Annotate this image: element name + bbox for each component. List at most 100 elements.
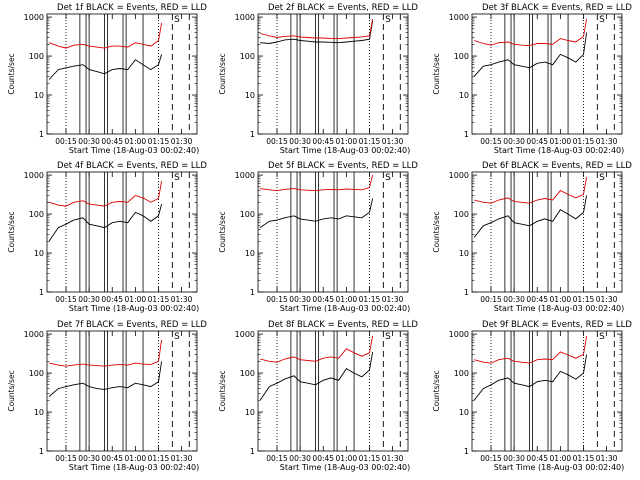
y-axis-label: Counts/sec [218,211,227,252]
x-axis-label: Start Time (18-Aug-03 00:02:40) [280,304,411,313]
x-tick-label: 01:00 [125,295,147,304]
x-tick-label: 01:15 [359,295,381,304]
y-tick-label: 1000 [24,13,44,22]
x-tick-label: 00:30 [78,137,100,146]
y-tick-label: 1 [464,447,469,456]
x-tick-label: 00:45 [526,295,548,304]
x-tick-label: 00:30 [503,295,525,304]
panel-title: Det 7f BLACK = Events, RED = LLD [57,320,207,330]
x-tick-label: 01:30 [596,454,618,463]
x-tick-label: 01:15 [573,137,595,146]
plot-panel-5: Det 5f BLACK = Events, RED = LLD 1 10 100 10… [218,161,418,313]
plot-panel-4: Det 4f BLACK = Events, RED = LLD 1 10 100 10… [7,161,207,313]
events-series-line [473,195,588,238]
plot-frame [46,330,198,452]
y-tick-label: 100 [240,52,255,61]
plot-frame [471,171,623,293]
plot-frame [471,330,623,452]
x-tick-label: 01:15 [148,454,170,463]
x-tick-label: 00:30 [78,454,100,463]
x-tick-label: 01:00 [550,137,572,146]
events-series-line [48,361,163,397]
x-tick-label: 01:15 [573,295,595,304]
y-tick-label: 1000 [24,330,44,339]
lld-series-line [260,174,374,192]
corner-label: S [385,173,391,183]
y-tick-label: 100 [454,210,469,219]
x-tick-label: 00:45 [101,137,123,146]
y-tick-label: 10 [245,249,255,258]
y-tick-label: 1000 [449,13,469,22]
panel-title: Det 9f BLACK = Events, RED = LLD [482,320,632,330]
corner-label: S [385,332,391,342]
x-tick-label: 01:00 [550,295,572,304]
y-tick-label: 100 [29,210,44,219]
x-tick-label: 01:15 [148,137,170,146]
panel-title: Det 8f BLACK = Events, RED = LLD [268,320,418,330]
y-tick-label: 100 [29,52,44,61]
lld-series-line [49,340,163,367]
y-tick-label: 10 [245,408,255,417]
corner-label: S [599,332,605,342]
y-tick-label: 1 [39,447,44,456]
x-tick-label: 01:15 [148,295,170,304]
corner-label: S [174,332,180,342]
plot-panel-6: Det 6f BLACK = Events, RED = LLD 1 10 100 10… [432,161,632,313]
lld-series-line [259,335,374,363]
x-axis-label: Start Time (18-Aug-03 00:02:40) [280,463,411,472]
corner-label: S [174,15,180,25]
x-tick-label: 00:30 [289,295,311,304]
x-tick-label: 00:15 [55,454,77,463]
y-tick-label: 10 [245,91,255,100]
y-axis-label: Counts/sec [432,370,441,411]
x-tick-label: 01:00 [125,137,147,146]
x-tick-label: 00:30 [289,137,311,146]
x-axis-label: Start Time (18-Aug-03 00:02:40) [494,146,625,155]
y-tick-label: 1 [39,130,44,139]
y-tick-label: 10 [34,249,44,258]
x-tick-label: 01:00 [336,137,358,146]
events-series-line [259,198,374,228]
y-tick-label: 1 [464,288,469,297]
y-tick-label: 10 [459,408,469,417]
plot-panel-8: Det 8f BLACK = Events, RED = LLD 1 10 100 10… [218,320,418,472]
y-tick-label: 100 [454,369,469,378]
y-tick-label: 1000 [235,13,255,22]
y-tick-label: 1000 [24,171,44,180]
y-tick-label: 10 [34,91,44,100]
plot-frame [46,171,198,293]
y-axis-label: Counts/sec [7,370,16,411]
x-tick-label: 01:30 [171,454,193,463]
plot-frame [257,330,409,452]
x-tick-label: 01:30 [596,295,618,304]
x-tick-label: 01:15 [573,454,595,463]
x-axis-label: Start Time (18-Aug-03 00:02:40) [69,304,200,313]
x-tick-label: 00:15 [266,295,288,304]
y-tick-label: 10 [459,91,469,100]
x-tick-label: 01:00 [336,454,358,463]
y-tick-label: 10 [34,408,44,417]
x-axis-label: Start Time (18-Aug-03 00:02:40) [69,146,200,155]
y-tick-label: 1000 [449,171,469,180]
y-tick-label: 1000 [235,171,255,180]
lld-series-line [473,335,588,364]
corner-label: S [385,15,391,25]
y-axis-label: Counts/sec [7,211,16,252]
y-axis-label: Counts/sec [432,211,441,252]
x-tick-label: 01:30 [171,137,193,146]
x-tick-label: 00:15 [266,137,288,146]
x-tick-label: 01:30 [382,137,404,146]
plot-frame [471,13,623,135]
events-series-line [473,354,588,401]
corner-label: S [599,173,605,183]
x-tick-label: 01:30 [382,295,404,304]
y-axis-label: Counts/sec [432,53,441,94]
corner-label: S [174,173,180,183]
x-tick-label: 01:00 [125,454,147,463]
events-series-line [260,20,374,44]
x-axis-label: Start Time (18-Aug-03 00:02:40) [69,463,200,472]
x-tick-label: 00:45 [312,454,334,463]
x-axis-label: Start Time (18-Aug-03 00:02:40) [280,146,411,155]
y-tick-label: 1000 [235,330,255,339]
lld-series-line [473,176,588,204]
